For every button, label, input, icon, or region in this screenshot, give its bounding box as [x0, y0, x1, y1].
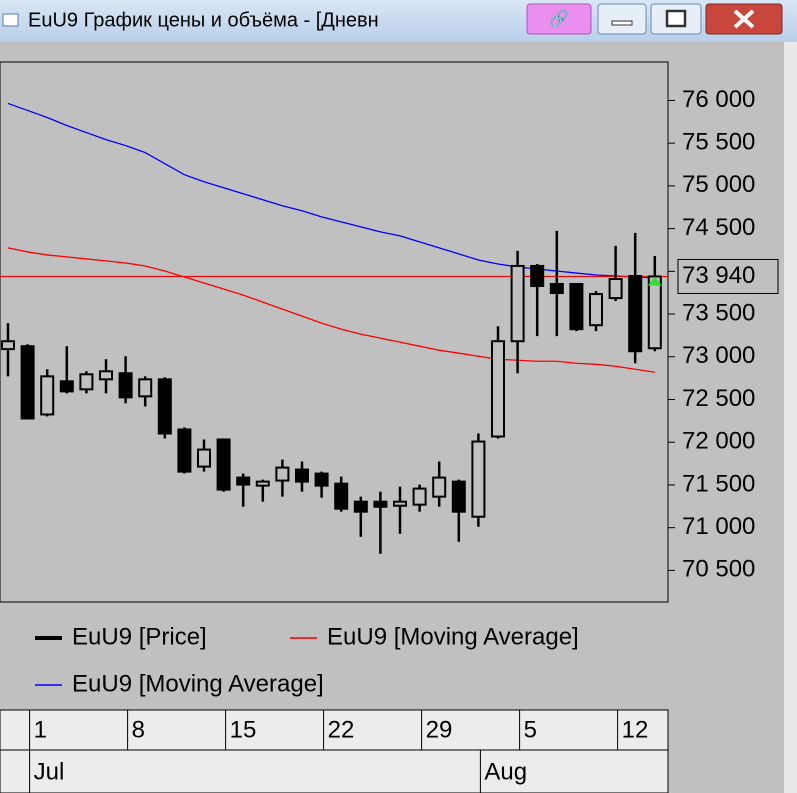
link-button[interactable] — [526, 3, 592, 35]
candle-body — [491, 340, 505, 438]
candle-body — [79, 373, 94, 391]
y-tick-label: 73 000 — [682, 342, 755, 369]
candle-body — [295, 468, 309, 483]
candle-body — [99, 370, 113, 381]
y-tick-label: 75 000 — [682, 171, 755, 198]
scrollbar[interactable] — [784, 42, 797, 793]
candle-body — [393, 500, 407, 507]
candle-body — [275, 466, 290, 482]
candle-body — [432, 476, 447, 498]
x-tick-label: 29 — [426, 716, 453, 743]
link-icon: 🔗 — [549, 9, 569, 28]
y-tick-label: 76 000 — [682, 86, 755, 113]
candle-body — [1, 340, 15, 351]
y-tick-label: 73 500 — [682, 299, 755, 326]
candle-body — [353, 500, 368, 513]
last-price-marker — [647, 276, 662, 286]
x-tick-label: 5 — [524, 716, 537, 743]
candle-body — [373, 500, 388, 508]
candle-body — [608, 278, 623, 300]
close-icon — [733, 9, 755, 29]
candle-body — [255, 480, 270, 487]
last-price-label: 73 940 — [682, 262, 755, 289]
candle-body — [157, 378, 172, 435]
window-title: EuU9 График цены и объёма - [Дневн — [28, 9, 379, 31]
date-panel — [0, 709, 669, 793]
candle-body — [216, 438, 231, 491]
month-label: Jul — [34, 758, 65, 785]
candle-body — [334, 482, 349, 510]
candle-body — [138, 378, 153, 398]
candle-body — [197, 448, 211, 468]
candle-body — [20, 345, 35, 420]
candle-body — [412, 487, 427, 506]
legend-label: EuU9 [Moving Average] — [327, 623, 579, 650]
candle-body — [647, 275, 662, 350]
candle-body — [628, 275, 643, 353]
month-label: Aug — [484, 758, 527, 785]
x-tick-label: 1 — [34, 716, 47, 743]
candle-body — [451, 480, 466, 513]
y-tick-label: 71 000 — [682, 513, 755, 540]
candle-body — [530, 264, 545, 288]
legend-label: EuU9 [Price] — [72, 623, 207, 650]
minimize-icon — [611, 20, 633, 26]
moving-average-line — [7, 102, 655, 279]
candle-body — [236, 476, 251, 486]
candle-body — [510, 264, 525, 343]
maximize-icon — [665, 9, 687, 28]
candle-body — [40, 375, 55, 416]
x-tick-label: 15 — [230, 716, 257, 743]
candle-body — [569, 282, 584, 331]
candle-body — [471, 440, 486, 518]
last-price-box — [677, 258, 779, 294]
y-tick-label: 75 500 — [682, 129, 755, 156]
y-tick-label: 70 500 — [682, 556, 755, 583]
plot-area — [0, 61, 669, 603]
x-tick-label: 22 — [328, 716, 355, 743]
x-tick-label: 12 — [622, 716, 649, 743]
legend-label: EuU9 [Moving Average] — [72, 670, 324, 697]
candle-body — [118, 372, 133, 399]
moving-average-line — [7, 247, 655, 373]
candle-body — [589, 293, 603, 327]
candle-body — [177, 428, 192, 473]
y-tick-label: 71 500 — [682, 470, 755, 497]
y-tick-label: 74 500 — [682, 214, 755, 241]
app-icon — [2, 13, 19, 27]
candle-body — [314, 472, 329, 487]
candle-body — [549, 282, 564, 295]
minimize-button[interactable] — [597, 3, 647, 35]
y-tick-label: 72 500 — [682, 385, 755, 412]
y-tick-label: 72 000 — [682, 428, 755, 455]
x-tick-label: 8 — [132, 716, 145, 743]
candle-body — [59, 380, 74, 393]
